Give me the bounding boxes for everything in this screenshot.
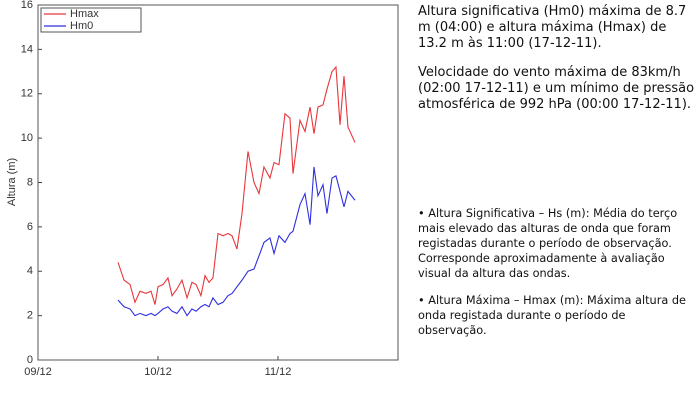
definitions: • Altura Significativa – Hs (m): Média d… [418, 206, 696, 350]
y-tick-label: 8 [27, 176, 33, 188]
x-tick-label: 10/12 [144, 366, 172, 378]
y-tick-label: 12 [21, 88, 33, 100]
definition: • Altura Significativa – Hs (m): Média d… [418, 207, 678, 280]
x-tick-label: 09/12 [24, 366, 52, 378]
y-tick-label: 6 [27, 221, 33, 233]
legend-label: Hmax [70, 8, 99, 20]
x-tick-label: 11/12 [265, 366, 292, 378]
legend-box [40, 7, 142, 33]
summary-text: Velocidade do vento máxima de 83km/h (02… [418, 65, 695, 112]
y-axis-label: Altura (m) [6, 158, 18, 206]
y-tick-label: 16 [21, 0, 33, 11]
plot-frame [37, 4, 399, 361]
y-tick-label: 2 [27, 310, 33, 322]
legend-label: Hm0 [70, 20, 93, 32]
y-tick-label: 10 [21, 132, 33, 144]
definition: • Altura Máxima – Hmax (m): Máxima altur… [418, 294, 686, 337]
series-line [117, 65, 356, 305]
y-tick-label: 0 [27, 354, 33, 366]
y-tick-label: 14 [21, 43, 33, 55]
y-tick-label: 4 [27, 265, 33, 277]
chart: Altura (m) 0 2 4 6 8 10 12 14 16 09/12 10/12 11/12 H… [6, 0, 399, 378]
series-line [117, 166, 356, 317]
summary: Altura significativa (Hm0) máxima de 8.7… [418, 4, 696, 126]
summary-text: Altura significativa (Hm0) máxima de 8.7… [418, 4, 687, 51]
